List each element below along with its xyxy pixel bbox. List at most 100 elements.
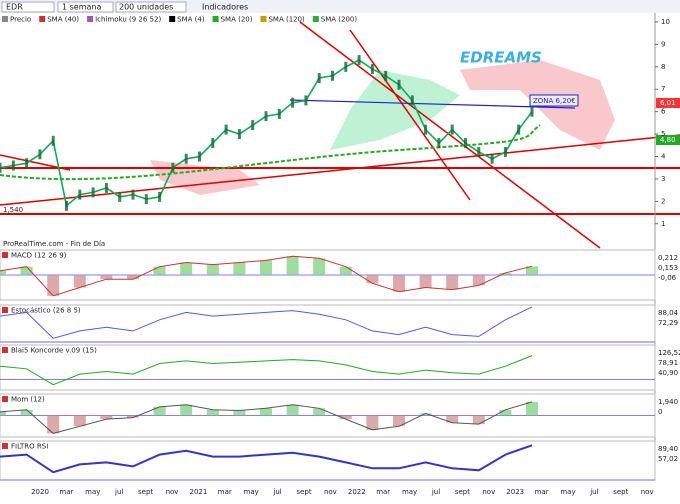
x-tick-label: nov <box>641 488 654 496</box>
price-candle <box>517 124 521 135</box>
price-candle <box>291 97 295 108</box>
price-candle <box>158 191 162 202</box>
indicator-value: -0,06 <box>658 274 677 282</box>
price-candle <box>171 162 175 173</box>
panel-swatch <box>2 347 8 353</box>
indicator-bar <box>233 410 246 416</box>
indicator-bar <box>233 262 246 275</box>
legend-entry: SMA (200) <box>321 16 358 24</box>
price-candle <box>357 55 361 66</box>
panel-swatch <box>2 307 8 313</box>
price-candle <box>490 153 494 164</box>
indicator-value: 88,04 <box>658 309 679 317</box>
zone-box <box>529 94 579 107</box>
trend-line <box>349 29 471 201</box>
last-label: 6,01 <box>660 99 676 107</box>
price-candle <box>38 149 42 160</box>
y-tick-label: 5 <box>661 130 665 138</box>
legend-swatch <box>39 16 46 22</box>
indicator-value: 72,29 <box>658 319 678 327</box>
indicator-bar <box>206 409 219 416</box>
price-candle <box>477 147 481 158</box>
panel-swatch <box>2 443 8 449</box>
legend-swatch <box>87 16 94 22</box>
legend-entry: Ichimoku (9 26 52) <box>95 16 161 24</box>
indicator-bar <box>419 275 432 288</box>
indicator-bar <box>313 408 326 416</box>
panel-frame <box>0 344 656 391</box>
price-candle <box>184 153 188 164</box>
indicator-bar <box>206 264 219 275</box>
support-label: 4,80 <box>660 136 676 144</box>
x-tick-label: mar <box>535 488 549 496</box>
price-candle <box>0 162 2 173</box>
price-candle <box>91 187 95 198</box>
y-tick-label: 10 <box>661 18 670 26</box>
indicator-bar <box>393 275 405 292</box>
indicator-bar <box>526 401 538 416</box>
price-candle <box>104 182 108 193</box>
indicator-bar <box>286 404 299 416</box>
indicator-value: 0,212 <box>658 254 678 262</box>
price-candle <box>131 189 135 200</box>
indicator-bar <box>47 275 60 296</box>
indicator-line <box>0 306 533 339</box>
legend-swatch <box>169 16 176 22</box>
indicator-value: 1,940 <box>658 398 678 406</box>
price-candle <box>237 129 241 140</box>
indicator-value: 89,40 <box>658 445 678 453</box>
indicator-bar <box>127 415 139 418</box>
indicator-bar <box>180 404 193 416</box>
price-candle <box>424 124 428 135</box>
cloud <box>330 70 460 150</box>
price-candle <box>264 111 268 122</box>
period-box[interactable] <box>57 1 114 13</box>
indicator-bar <box>260 260 272 275</box>
x-tick-label: sept <box>296 488 311 496</box>
price-candle <box>410 95 414 106</box>
indicator-value: 78,91 <box>658 359 678 367</box>
indicator-bar <box>393 415 405 427</box>
price-candle <box>144 194 148 205</box>
x-tick-label: nov <box>324 488 337 496</box>
indicator-line <box>0 401 533 434</box>
indicators-button[interactable]: Indicadores <box>202 3 248 12</box>
indicator-line <box>0 444 533 474</box>
indicator-bar <box>260 408 272 416</box>
price-candle <box>464 138 467 149</box>
indicator-bar <box>446 275 459 290</box>
legend-entry: SMA (20) <box>221 16 253 24</box>
legend-swatch <box>2 16 8 22</box>
resistance-line <box>289 99 576 109</box>
panel-swatch <box>2 396 8 402</box>
x-tick-label: mar <box>218 488 232 496</box>
x-tick-label: sept <box>455 488 470 496</box>
symbol-box[interactable] <box>1 1 55 13</box>
price-candle <box>397 79 401 90</box>
price-candle <box>118 191 122 202</box>
units-box[interactable] <box>115 1 187 13</box>
price-candle <box>198 151 201 162</box>
price-candle <box>437 138 441 149</box>
indicator-value: 126,52 <box>658 349 680 357</box>
x-tick-label: sept <box>138 488 153 496</box>
price-candle <box>503 147 507 158</box>
price-candle <box>384 70 388 81</box>
period[interactable]: 1 semana <box>62 3 101 12</box>
indicator-bar <box>47 415 60 434</box>
indicator-bar <box>0 411 6 416</box>
x-tick-label: 2020 <box>31 488 49 496</box>
indicator-value: 0 <box>658 408 662 416</box>
price-candle <box>344 61 348 72</box>
units[interactable]: 200 unidades <box>119 3 173 12</box>
x-tick-label: 2021 <box>189 488 207 496</box>
price-candle <box>530 106 534 117</box>
symbol[interactable]: EDR <box>6 3 23 12</box>
low-label: 1,540 <box>3 206 23 214</box>
x-tick-label: mar <box>59 488 73 496</box>
indicator-bar <box>526 266 538 275</box>
indicator-bar <box>153 266 166 275</box>
last-box <box>656 98 680 108</box>
cloud <box>150 160 260 195</box>
